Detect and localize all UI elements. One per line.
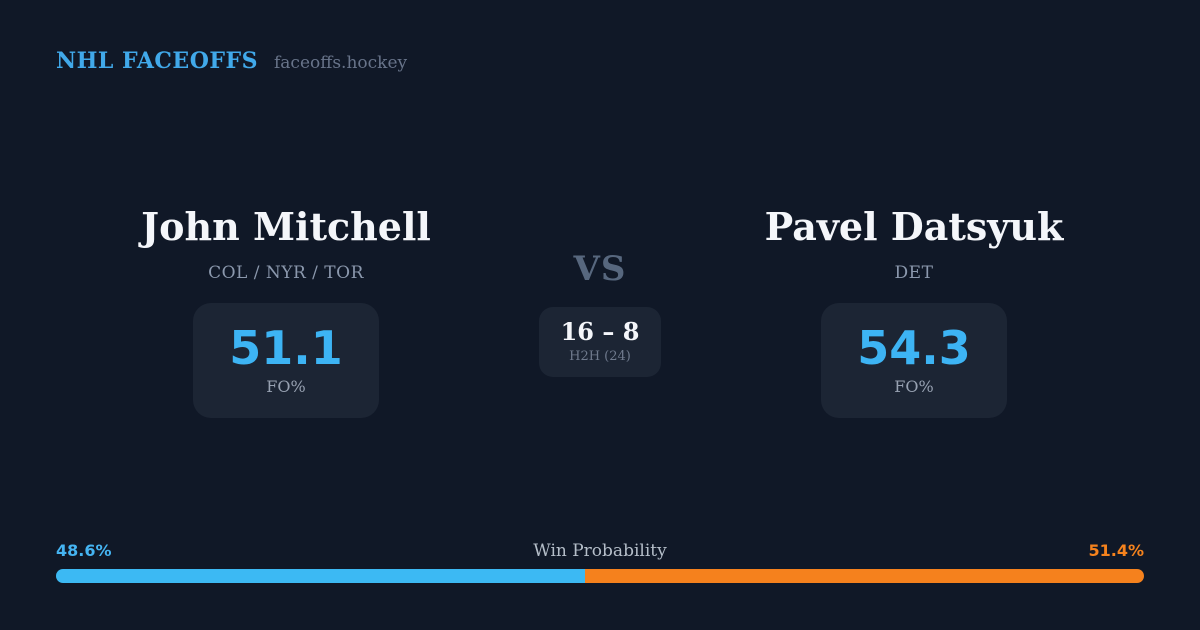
header: NHL FACEOFFS faceoffs.hockey: [56, 48, 407, 74]
player-teams: DET: [894, 263, 934, 283]
stat-card: 54.3 FO%: [821, 303, 1007, 418]
h2h-label: H2H (24): [569, 349, 631, 364]
win-probability-right-pct: 51.4%: [1088, 541, 1144, 560]
h2h-score: 16 – 8: [560, 317, 640, 346]
stat-value: 51.1: [229, 321, 343, 375]
stat-card: 51.1 FO%: [193, 303, 379, 418]
h2h-card: 16 – 8 H2H (24): [538, 307, 662, 377]
win-probability-bar-left-segment: [56, 569, 585, 583]
win-probability-labels: 48.6% Win Probability 51.4%: [56, 541, 1144, 565]
stat-label: FO%: [894, 377, 934, 396]
player-name: John Mitchell: [141, 204, 431, 249]
brand-domain: faceoffs.hockey: [274, 53, 408, 73]
player-column-right: Pavel Datsyuk DET 54.3 FO%: [744, 207, 1084, 418]
vs-label: VS: [573, 249, 627, 289]
player-column-left: John Mitchell COL / NYR / TOR 51.1 FO%: [116, 207, 456, 418]
stat-label: FO%: [266, 377, 306, 396]
versus-column: VS 16 – 8 H2H (24): [500, 252, 700, 377]
win-probability-label: Win Probability: [533, 541, 667, 561]
player-name: Pavel Datsyuk: [764, 204, 1064, 249]
stat-value: 54.3: [857, 321, 971, 375]
win-probability-bar: [56, 569, 1144, 583]
player-teams: COL / NYR / TOR: [208, 263, 364, 283]
win-probability-left-pct: 48.6%: [56, 541, 112, 560]
brand-title: NHL FACEOFFS: [56, 48, 258, 74]
win-probability-bar-right-segment: [584, 569, 1144, 583]
